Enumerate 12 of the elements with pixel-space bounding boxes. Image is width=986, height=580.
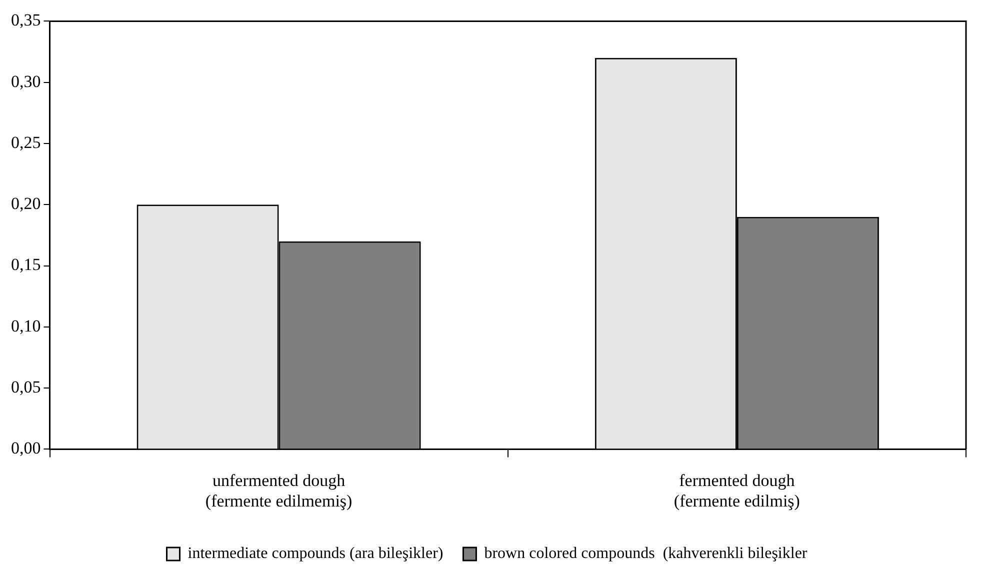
y-tick-label: 0,10: [11, 316, 41, 336]
x-tick-label: unfermented dough (fermente edilmemiş): [205, 470, 352, 510]
y-tick-label: 0,20: [11, 194, 41, 214]
y-tick-label: 0,35: [11, 10, 41, 30]
x-tick-label: fermented dough (fermente edilmiş): [674, 470, 800, 510]
y-tick-label: 0,05: [11, 378, 41, 397]
legend-label: intermediate compounds (ara bileşikler): [188, 545, 444, 562]
legend-label: brown colored compounds (kahverenkli bileşikler: [484, 545, 808, 562]
y-tick-label: 0,30: [11, 72, 41, 91]
y-tick-label: 0,00: [11, 438, 41, 458]
y-tick-label: 0,15: [11, 255, 41, 274]
y-tick-label: 0,25: [11, 132, 41, 152]
